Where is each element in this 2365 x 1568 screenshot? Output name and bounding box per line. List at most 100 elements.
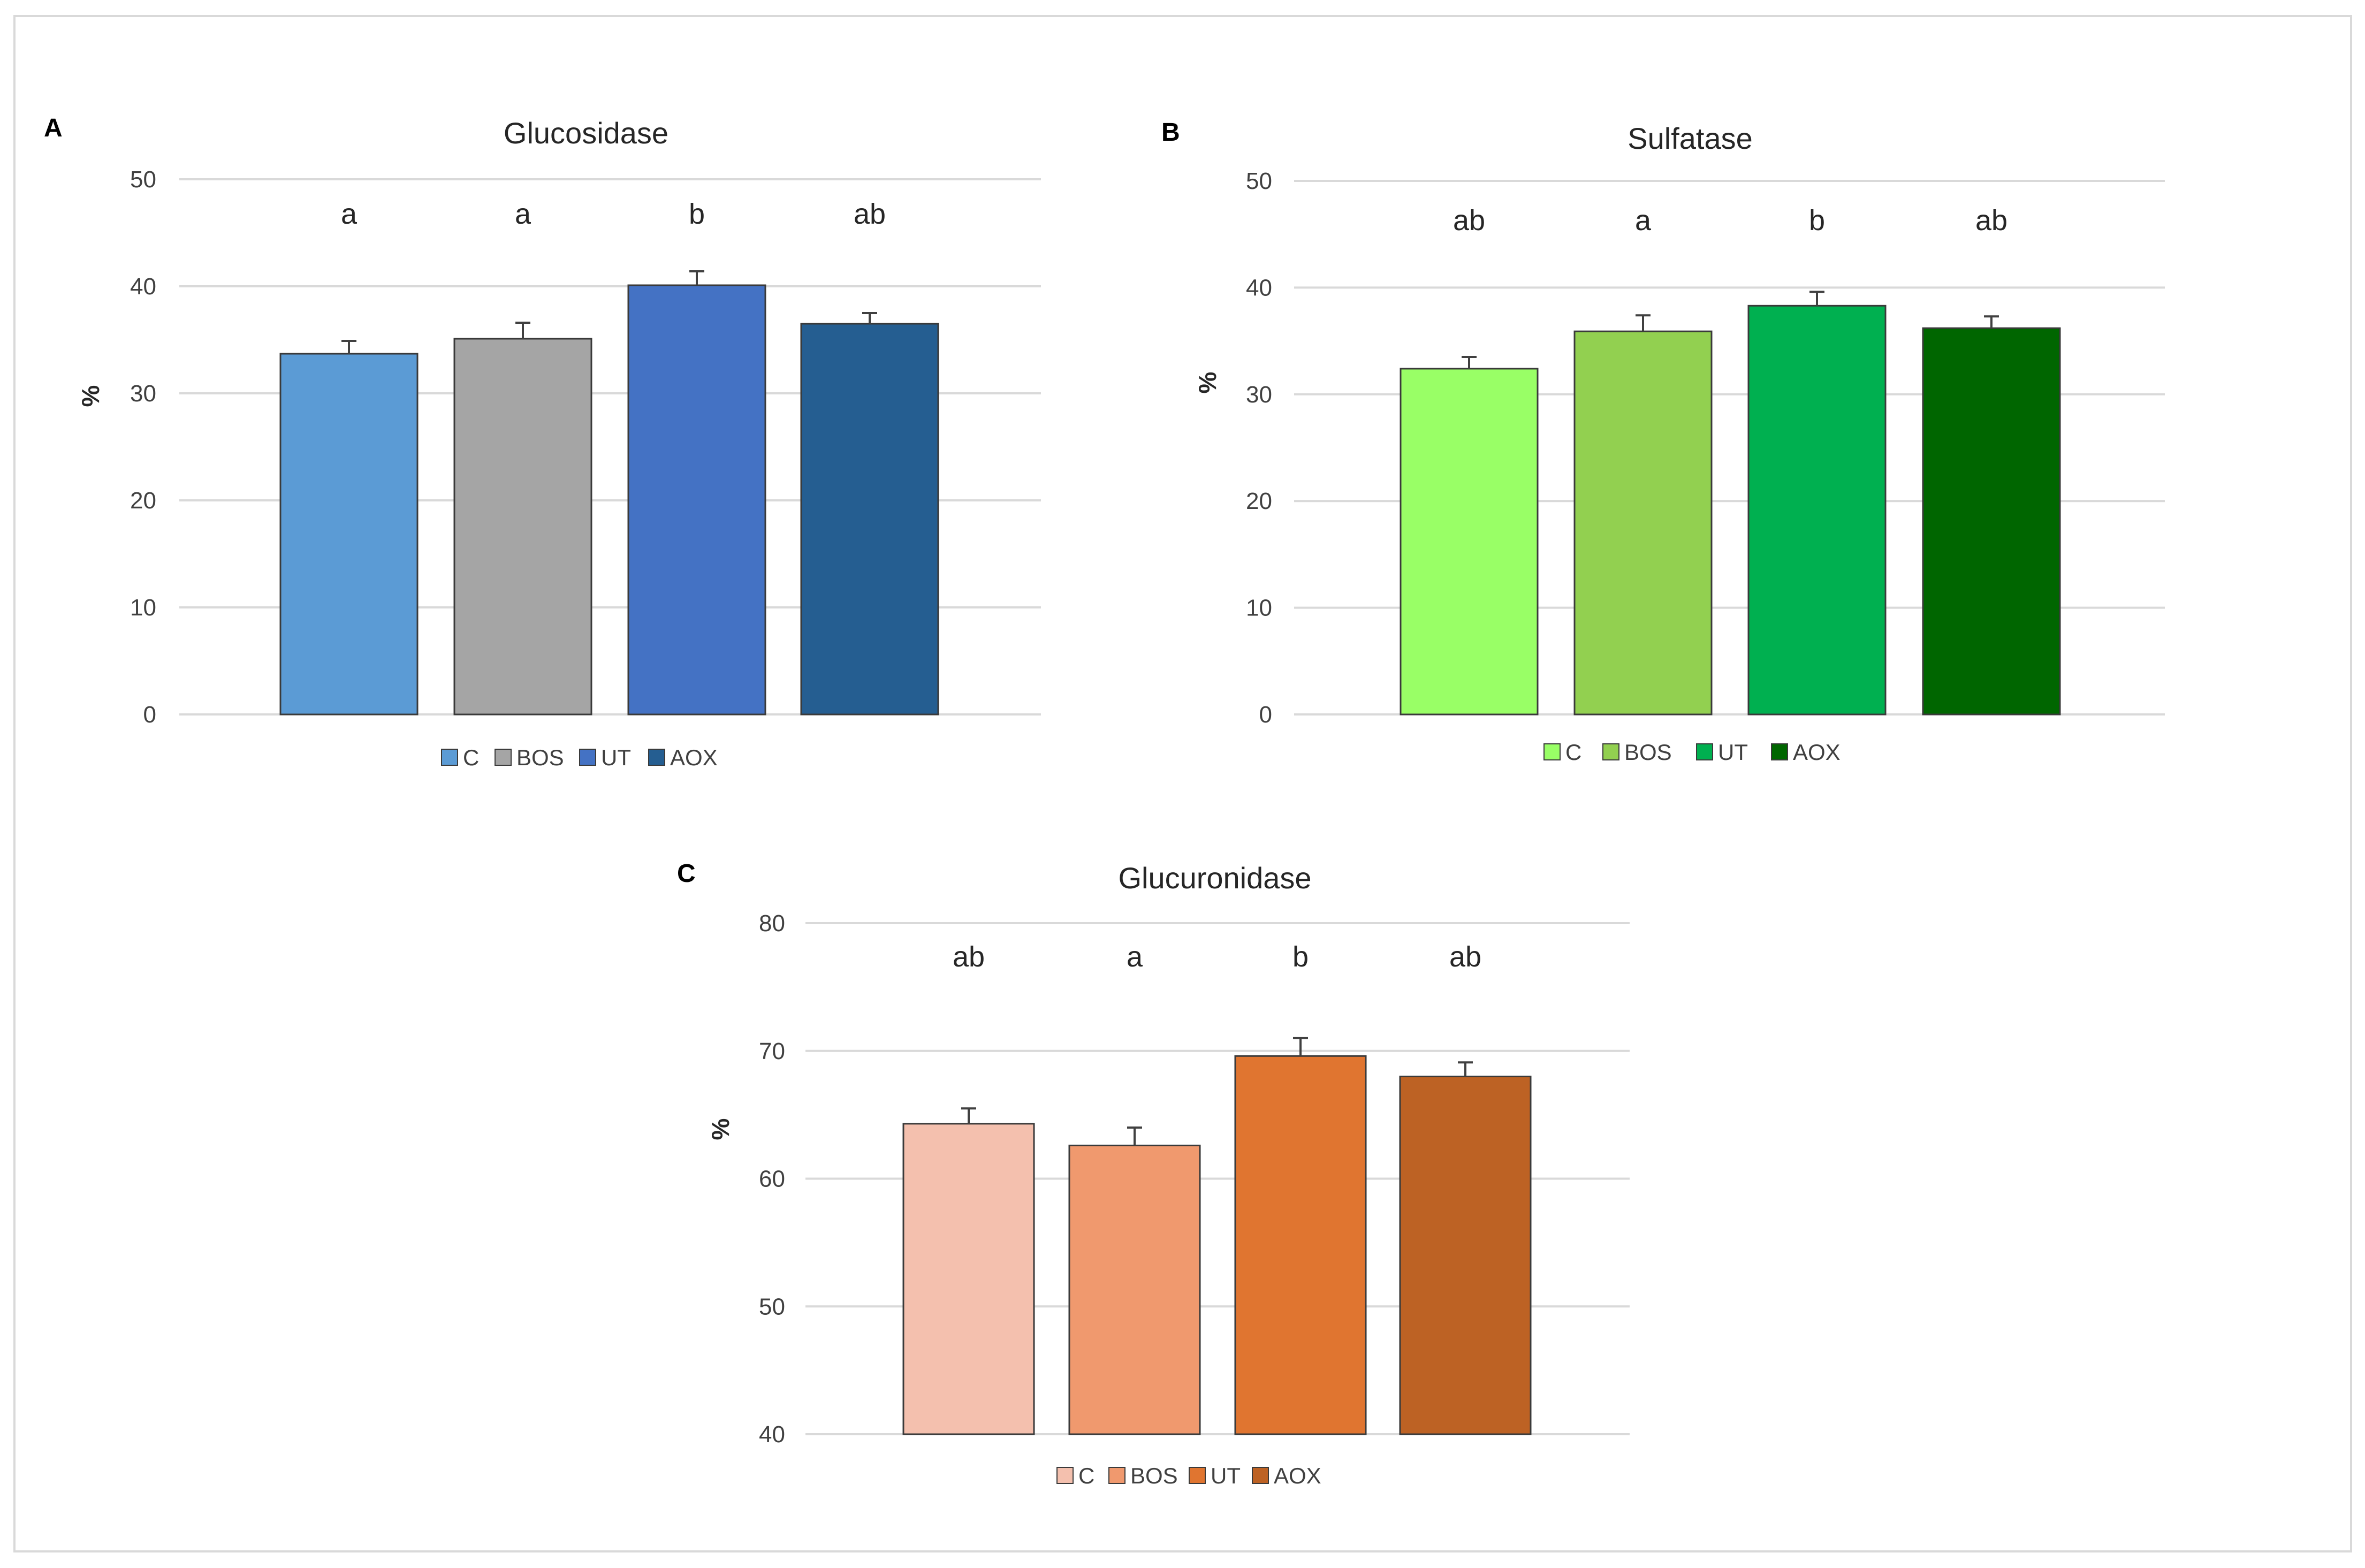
error-bar: [1984, 315, 1999, 329]
significance-letter: ab: [1975, 204, 2007, 237]
legend-item: C: [1543, 740, 1581, 765]
legend-swatch: [579, 749, 596, 766]
y-tick-label: 80: [759, 910, 785, 937]
legend-item: BOS: [1602, 740, 1672, 765]
legend-swatch: [441, 749, 458, 766]
significance-letter: a: [515, 198, 531, 230]
legend-item: UT: [1696, 740, 1748, 765]
y-tick-label: 50: [130, 166, 156, 193]
legend-label: BOS: [1130, 1463, 1178, 1488]
y-tick-label: 60: [759, 1166, 785, 1192]
y-tick-label: 0: [1259, 702, 1272, 728]
y-tick-label: 40: [1246, 275, 1272, 301]
error-bar: [1127, 1126, 1142, 1146]
legend-item: AOX: [648, 745, 718, 770]
bar-c: [279, 353, 419, 716]
legend-label: C: [1565, 740, 1581, 765]
error-bar: [1458, 1061, 1473, 1077]
bar-aox: [800, 323, 939, 716]
figure-frame: [13, 15, 2352, 1552]
bar-bos: [1068, 1144, 1201, 1435]
bar-ut: [1747, 305, 1887, 716]
legend-swatch: [1108, 1467, 1126, 1484]
bar-c: [902, 1123, 1035, 1435]
y-axis-label: %: [77, 385, 104, 407]
legend-item: UT: [579, 745, 631, 770]
error-bar: [1809, 291, 1824, 306]
y-axis-label: %: [706, 1118, 734, 1140]
significance-letter: ab: [1453, 204, 1485, 237]
legend-swatch: [648, 749, 665, 766]
bar-c: [1400, 368, 1539, 716]
legend-item: AOX: [1252, 1463, 1321, 1488]
legend-label: C: [463, 745, 479, 770]
error-bar: [1293, 1037, 1308, 1056]
chart-title: Glucosidase: [504, 116, 668, 150]
legend-item: BOS: [1108, 1463, 1178, 1488]
significance-letter: ab: [1449, 941, 1481, 973]
legend-label: AOX: [670, 745, 718, 770]
legend-item: C: [1056, 1463, 1094, 1488]
error-bar: [341, 340, 356, 354]
y-tick-label: 50: [759, 1293, 785, 1320]
error-bar: [862, 312, 877, 324]
error-bar: [515, 322, 530, 339]
error-bar: [1636, 314, 1651, 332]
legend-label: BOS: [1624, 740, 1672, 765]
error-bar: [961, 1107, 976, 1124]
y-tick-label: 30: [1246, 382, 1272, 408]
significance-letter: a: [1127, 941, 1143, 973]
legend-label: C: [1078, 1463, 1094, 1488]
bar-ut: [1234, 1055, 1367, 1435]
bar-aox: [1399, 1076, 1532, 1435]
legend-swatch: [495, 749, 512, 766]
significance-letter: b: [1809, 204, 1825, 237]
significance-letter: b: [689, 198, 705, 230]
chart-title: Sulfatase: [1628, 121, 1753, 155]
y-tick-label: 20: [130, 488, 156, 514]
legend-swatch: [1056, 1467, 1074, 1484]
legend-swatch: [1189, 1467, 1206, 1484]
y-tick-label: 70: [759, 1038, 785, 1064]
y-tick-label: 40: [130, 273, 156, 300]
legend-swatch: [1771, 743, 1788, 760]
legend-label: AOX: [1793, 740, 1841, 765]
legend-label: BOS: [516, 745, 564, 770]
bar-bos: [1573, 330, 1713, 716]
legend-swatch: [1602, 743, 1619, 760]
significance-letter: a: [1635, 204, 1652, 237]
legend-swatch: [1696, 743, 1713, 760]
y-tick-label: 30: [130, 380, 156, 407]
y-tick-label: 10: [130, 595, 156, 621]
legend-label: UT: [1718, 740, 1748, 765]
significance-letter: b: [1292, 941, 1309, 973]
significance-letter: a: [341, 198, 358, 230]
panel-label: B: [1161, 118, 1180, 147]
y-axis-label: %: [1193, 372, 1221, 394]
legend-swatch: [1543, 743, 1561, 760]
bar-bos: [453, 338, 592, 716]
y-tick-label: 40: [759, 1421, 785, 1448]
legend-item: AOX: [1771, 740, 1841, 765]
legend-label: UT: [601, 745, 631, 770]
y-tick-label: 20: [1246, 488, 1272, 514]
error-bar: [1462, 356, 1477, 369]
panel-label: C: [677, 859, 696, 888]
legend-item: C: [441, 745, 479, 770]
error-bar: [689, 270, 704, 285]
chart-title: Glucuronidase: [1118, 861, 1311, 895]
bar-ut: [627, 284, 766, 716]
y-tick-label: 10: [1246, 595, 1272, 621]
panel-label: A: [44, 114, 63, 142]
legend-item: UT: [1189, 1463, 1241, 1488]
legend-label: AOX: [1274, 1463, 1321, 1488]
legend-label: UT: [1211, 1463, 1241, 1488]
significance-letter: ab: [854, 198, 886, 230]
y-tick-label: 0: [143, 702, 156, 728]
bar-aox: [1922, 327, 2061, 716]
legend-swatch: [1252, 1467, 1269, 1484]
